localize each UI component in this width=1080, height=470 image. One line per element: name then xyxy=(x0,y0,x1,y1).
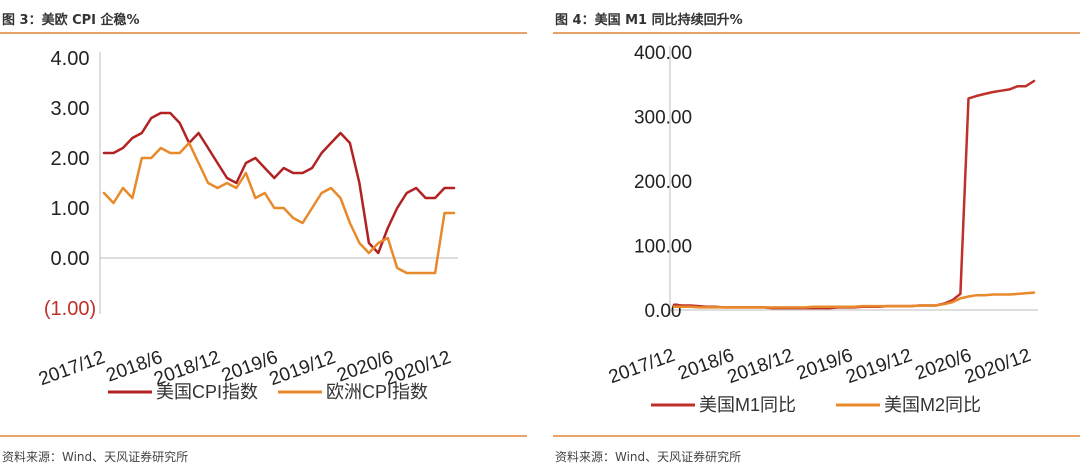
figure-4-panel: 图 4：美国 M1 同比持续回升% 400.00 300.00 200.00 100.… xyxy=(553,0,1080,470)
y-tick-label: 100.00 xyxy=(634,237,692,258)
m1-line-chart: 400.00 300.00 200.00 100.00 0.00 2017/12 2018/… xyxy=(606,43,1038,415)
figure-title: 图 3：美欧 CPI 企稳% xyxy=(2,13,140,28)
series-line-1 xyxy=(102,111,456,255)
legend-label: 美国CPI指数 xyxy=(156,382,258,402)
y-tick-label: 0.00 xyxy=(51,248,90,270)
legend-label: 欧洲CPI指数 xyxy=(326,382,428,402)
y-tick-label: 400.00 xyxy=(634,43,692,64)
title-rule xyxy=(553,32,1080,34)
y-tick-label: 300.00 xyxy=(634,108,692,129)
y-tick-label: (1.00) xyxy=(44,298,96,320)
figure-title: 图 4：美国 M1 同比持续回升% xyxy=(555,13,743,28)
legend-label: 美国M2同比 xyxy=(884,395,981,415)
x-tick-label: 2019/12 xyxy=(843,345,915,388)
x-tick-label: 2018/12 xyxy=(725,345,797,388)
x-tick-label: 2017/12 xyxy=(36,347,108,390)
y-tick-label: 200.00 xyxy=(634,172,692,193)
y-tick-label: 2.00 xyxy=(51,148,90,170)
series-line-2 xyxy=(102,141,456,275)
source-note: 资料来源：Wind、天风证券研究所 xyxy=(2,450,189,464)
y-tick-label: 4.00 xyxy=(51,48,90,70)
figure-3-panel: 图 3：美欧 CPI 企稳% 4.00 3.00 2.00 1.00 0.00 (1.00… xyxy=(0,0,527,470)
y-tick-label: 0.00 xyxy=(645,301,682,322)
x-tick-label: 2020/12 xyxy=(962,345,1034,388)
source-note: 资料来源：Wind、天风证券研究所 xyxy=(555,450,742,464)
legend-label: 美国M1同比 xyxy=(699,395,796,415)
series-line-2 xyxy=(672,291,1036,309)
y-tick-label: 1.00 xyxy=(51,198,90,220)
cpi-line-chart: 4.003.002.001.000.00(1.00)2017/122018/62… xyxy=(36,48,458,402)
source-rule xyxy=(553,435,1080,437)
source-rule xyxy=(0,435,527,437)
y-tick-label: 3.00 xyxy=(51,98,90,120)
title-rule xyxy=(0,32,527,34)
series-line-1 xyxy=(672,79,1036,310)
x-tick-label: 2017/12 xyxy=(606,345,678,388)
